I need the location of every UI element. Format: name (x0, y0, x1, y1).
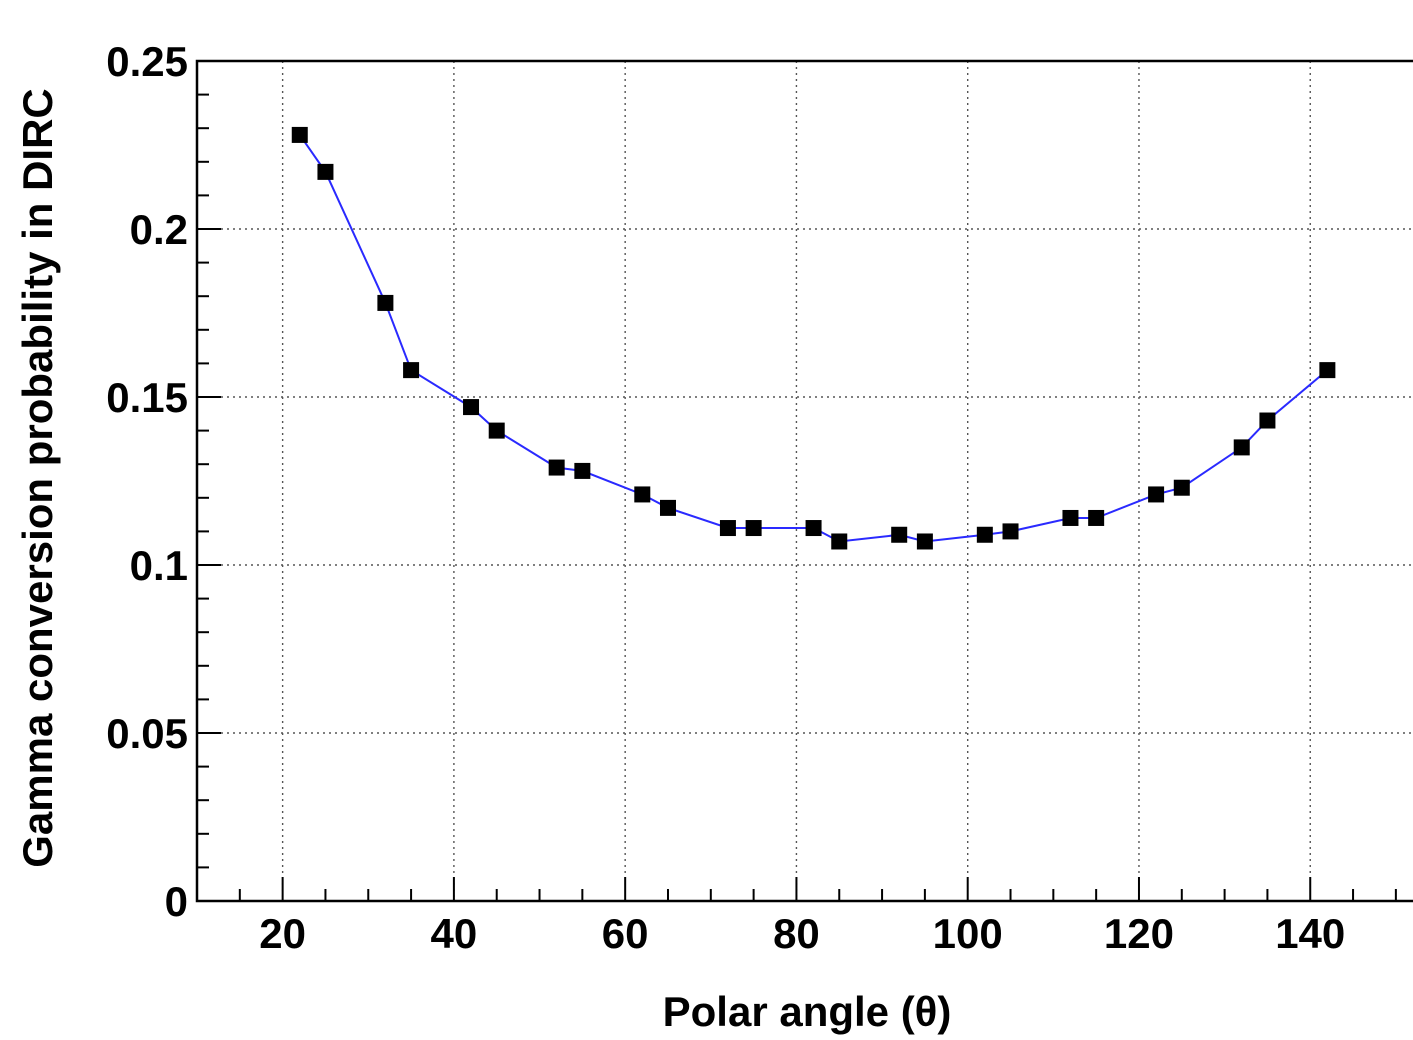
data-point (377, 294, 394, 311)
data-point (317, 163, 334, 180)
data-point (1259, 412, 1276, 429)
plot-frame (195, 59, 1413, 903)
data-point (719, 520, 736, 537)
data-point (1088, 509, 1105, 526)
y-tick-label: 0.25 (106, 38, 188, 85)
data-point (831, 533, 848, 550)
x-tick-label: 60 (602, 910, 649, 957)
y-tick-label: 0.2 (130, 206, 188, 253)
data-point (1319, 362, 1336, 379)
x-tick-label: 20 (259, 910, 306, 957)
data-point (976, 526, 993, 543)
data-point (488, 422, 505, 439)
data-point (1002, 523, 1019, 540)
x-tick-label: 140 (1275, 910, 1345, 957)
x-tick-label: 120 (1104, 910, 1174, 957)
data-point (463, 399, 480, 416)
y-axis-title: Gamma conversion probability in DIRC (14, 88, 61, 867)
data-point (548, 459, 565, 476)
x-tick-label: 40 (431, 910, 478, 957)
data-point (634, 486, 651, 503)
data-point (1062, 509, 1079, 526)
data-point (291, 126, 308, 143)
data-point (659, 499, 676, 516)
data-series (291, 126, 1336, 550)
x-tick-labels: 20 40 60 80 100 120 140 (259, 910, 1345, 957)
grid (197, 60, 1413, 901)
y-tick-label: 0 (165, 878, 188, 925)
data-point (1148, 486, 1165, 503)
y-tick-label: 0.15 (106, 374, 188, 421)
data-point (1173, 479, 1190, 496)
y-tick-label: 0.1 (130, 542, 188, 589)
data-point (916, 533, 933, 550)
y-tick-label: 0.05 (106, 710, 188, 757)
data-point (805, 520, 822, 537)
data-point (1233, 439, 1250, 456)
x-tick-label: 80 (773, 910, 820, 957)
y-tick-labels: 0 0.05 0.1 0.15 0.2 0.25 (106, 38, 188, 925)
data-point (745, 520, 762, 537)
data-point (891, 526, 908, 543)
data-point (403, 362, 420, 379)
x-tick-label: 100 (933, 910, 1003, 957)
x-axis-title: Polar angle (θ) (663, 988, 952, 1035)
data-point (574, 462, 591, 479)
